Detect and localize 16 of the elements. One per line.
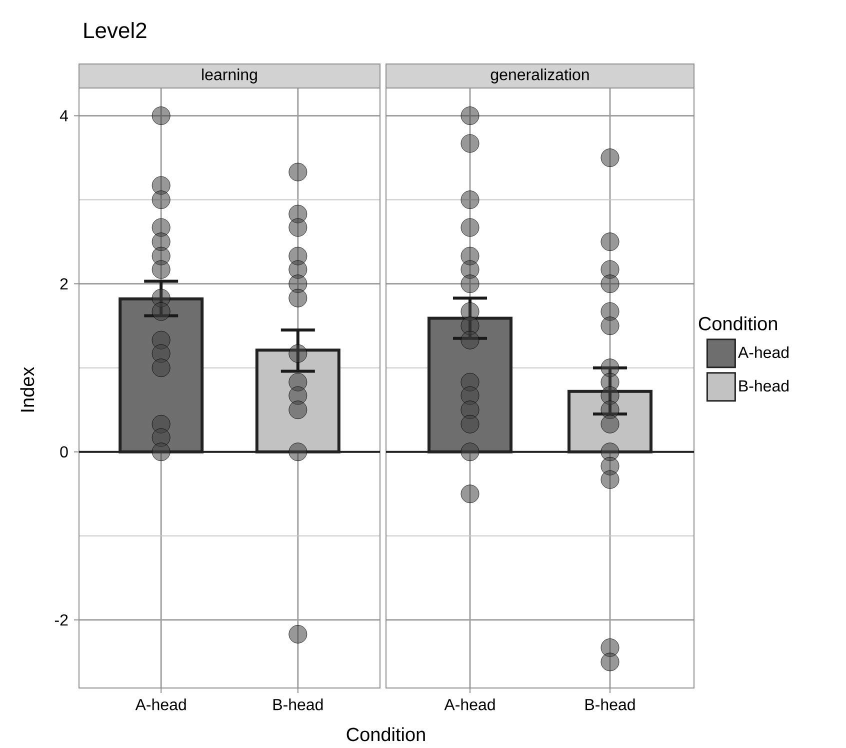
chart-subtitle: learning — [202, 68, 257, 84]
chart-title: Level2 — [84, 22, 146, 38]
y-axis-title: Index — [20, 366, 34, 412]
legend-label: A-head — [738, 346, 789, 358]
legend-label: B-head — [739, 380, 789, 392]
y-tick-label: -2 — [54, 614, 68, 626]
x-axis-title: Condition — [346, 727, 425, 742]
y-tick-label: 2 — [60, 278, 68, 290]
legend-title: Condition — [698, 316, 777, 330]
y-tick-label: 0 — [60, 446, 68, 458]
x-tick-label: B-head — [273, 698, 323, 710]
x-tick-label: B-head — [586, 698, 635, 710]
x-tick-label: A-head — [444, 698, 495, 710]
y-tick-label: 4 — [60, 110, 68, 122]
chart-subtitle: generalization — [490, 68, 589, 84]
x-tick-label: A-head — [135, 698, 186, 710]
